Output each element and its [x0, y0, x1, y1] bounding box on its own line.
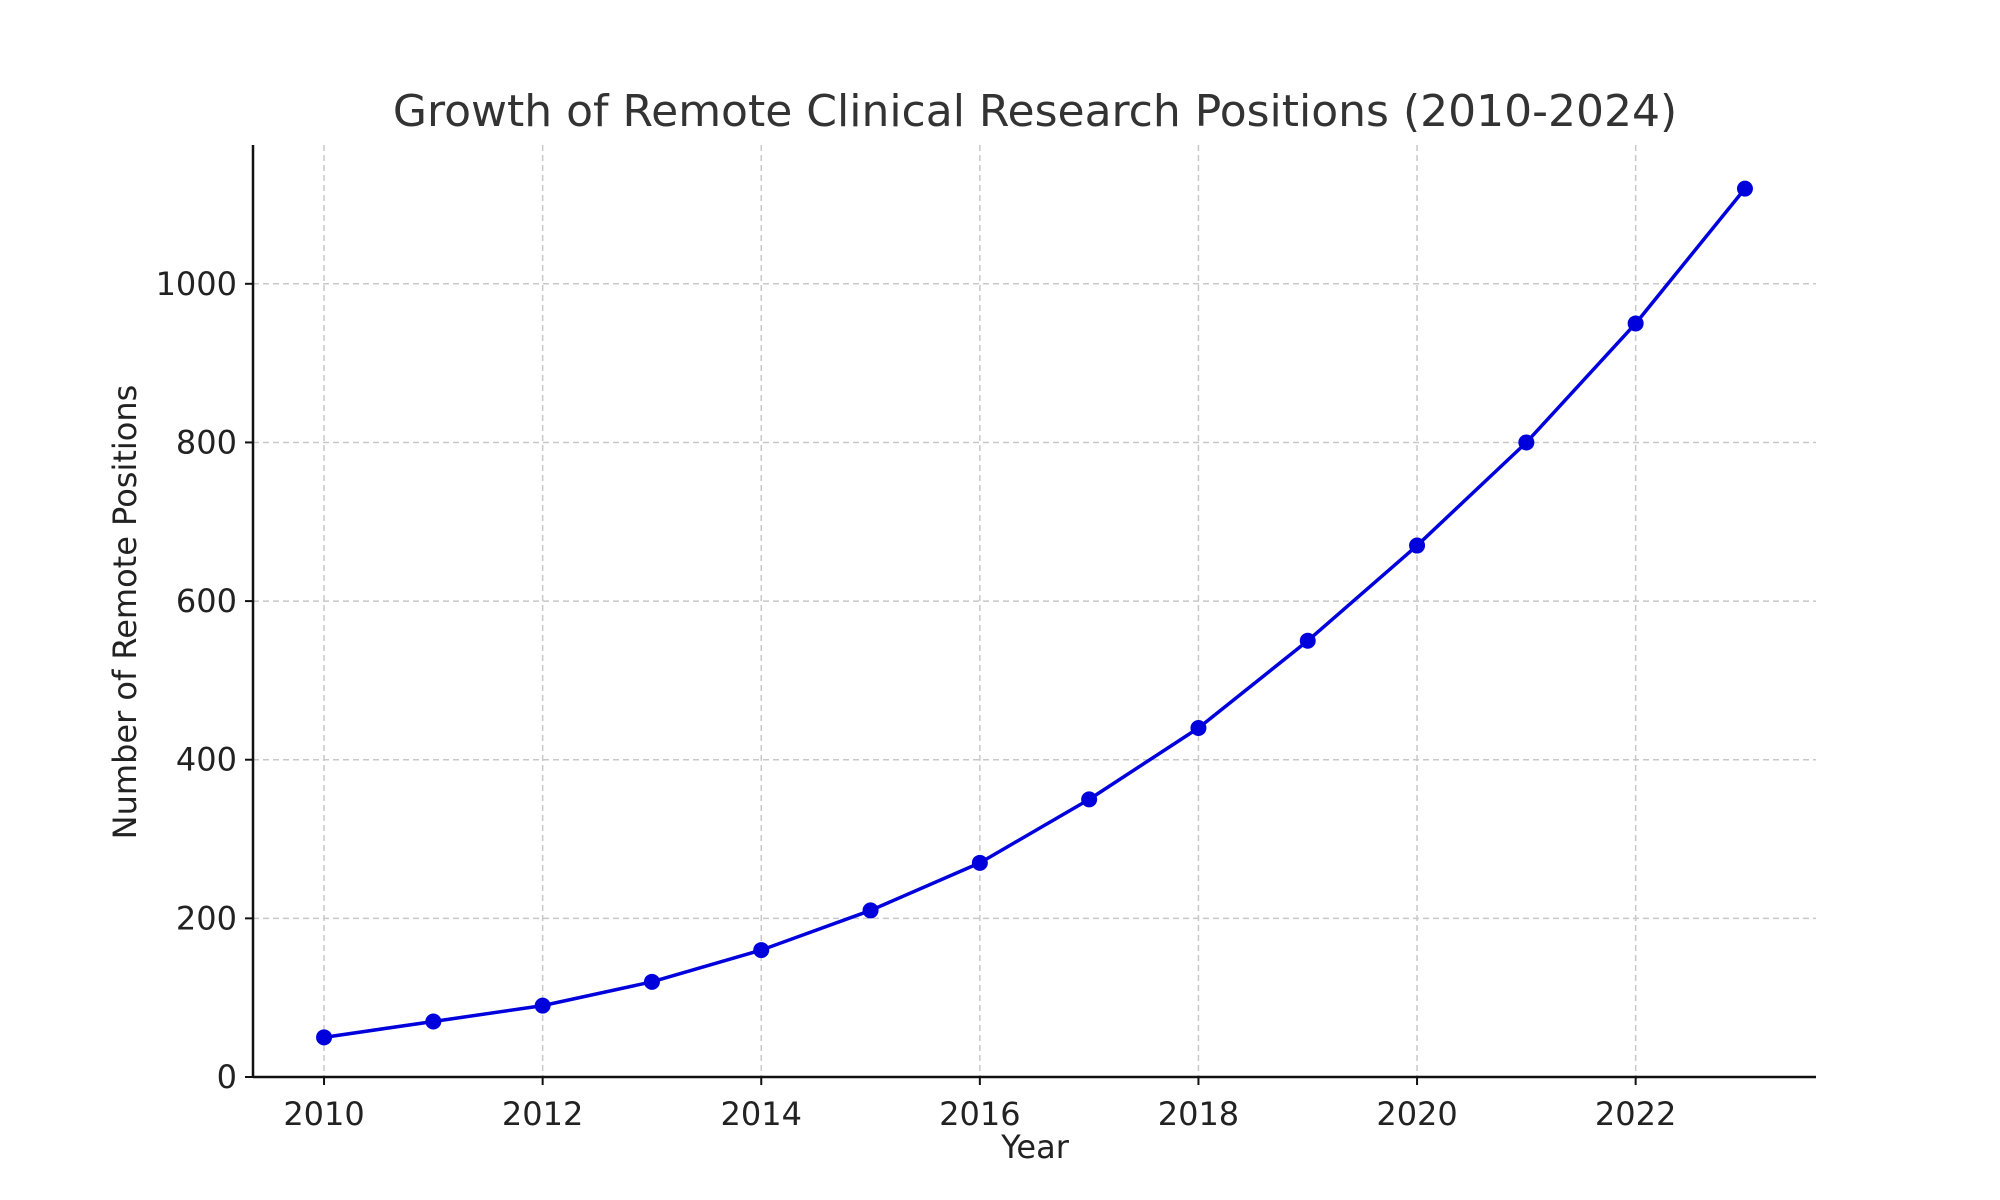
data-point [1190, 719, 1207, 736]
y-axis-label: Number of Remote Positions [106, 385, 144, 840]
data-point [643, 973, 660, 990]
data-point [862, 902, 879, 919]
y-tick-label: 200 [176, 899, 237, 937]
y-tick-label: 400 [176, 741, 237, 779]
axes [251, 145, 1816, 1079]
x-tick-label: 2016 [939, 1095, 1020, 1133]
x-tick-label: 2020 [1376, 1095, 1457, 1133]
data-point [1299, 632, 1316, 649]
x-tick-label: 2022 [1595, 1095, 1676, 1133]
y-tick-label: 1000 [156, 265, 237, 303]
series [316, 180, 1753, 1046]
x-tick-label: 2014 [721, 1095, 802, 1133]
data-point [753, 942, 770, 959]
data-point [534, 997, 551, 1014]
data-point [1736, 180, 1753, 197]
data-point [971, 854, 988, 871]
y-tick-label: 800 [176, 423, 237, 461]
x-axis-label: Year [1000, 1128, 1070, 1166]
y-tick-label: 0 [217, 1058, 237, 1096]
data-point [316, 1029, 333, 1046]
chart-title: Growth of Remote Clinical Research Posit… [393, 86, 1677, 137]
x-tick-label: 2010 [283, 1095, 364, 1133]
ticks: 2010 2012 2014 2016 2018 2020 2022 0 200 400 600 80… [156, 265, 1677, 1133]
data-point [1409, 537, 1426, 554]
data-point [1081, 791, 1098, 808]
series-line [323, 187, 1747, 1040]
data-point [1518, 434, 1535, 451]
x-tick-label: 2012 [502, 1095, 583, 1133]
grid [253, 145, 1816, 1078]
x-tick-label: 2018 [1158, 1095, 1239, 1133]
y-tick-label: 600 [176, 582, 237, 620]
data-point [1627, 315, 1644, 332]
data-point [425, 1013, 442, 1030]
